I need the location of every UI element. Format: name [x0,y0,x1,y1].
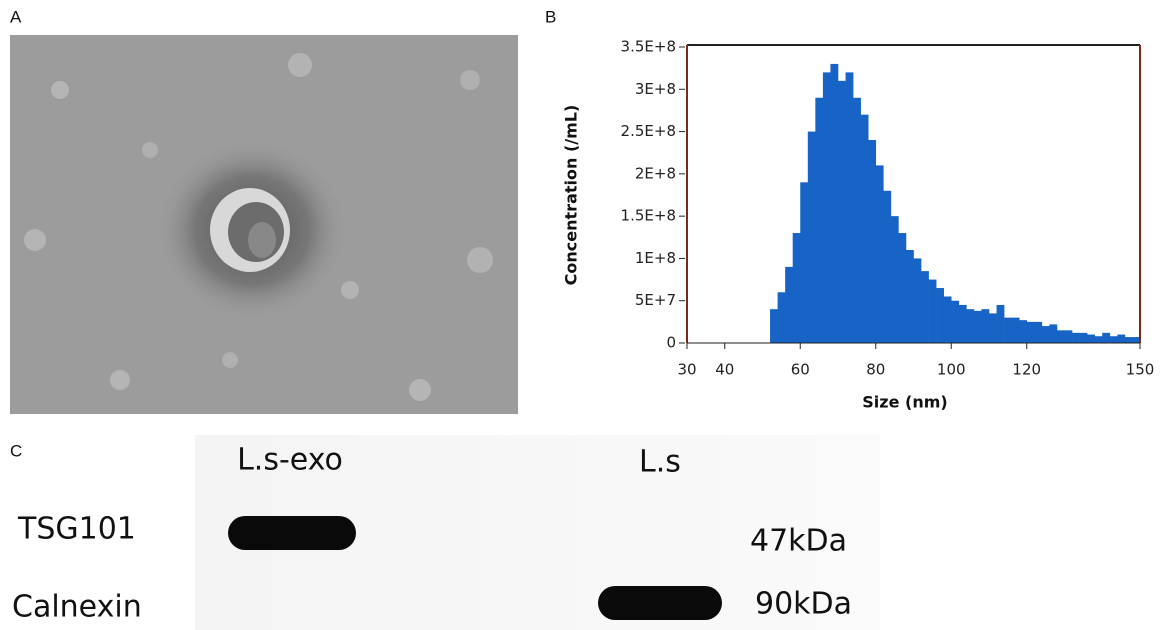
bar [838,81,846,343]
bar [1125,337,1133,343]
bar [785,267,793,343]
bar [1019,320,1027,343]
bar [770,309,778,343]
y-tick-label: 5E+7 [635,291,676,309]
figure: A B Size (nm) Concentration (/mL) 0 5E+7 1… [0,0,1164,630]
bar [997,305,1005,343]
panel-label: B [545,7,556,26]
bar [800,182,808,343]
row-label: Calnexin [12,590,142,625]
bar [1012,318,1020,343]
bar [1095,336,1103,343]
bar [815,98,823,343]
bar [914,258,922,343]
bar [868,140,876,343]
bar [981,309,989,343]
bar [898,233,906,343]
bar [1110,336,1118,343]
bar [1027,322,1035,343]
x-tick-label: 150 [1126,361,1155,379]
y-tick-label: 1E+8 [635,249,676,267]
bar [906,250,914,343]
lane-label: L.s-exo [237,443,343,478]
plot: 0 5E+7 1E+8 1.5E+8 2E+8 2.5E+8 3E+8 3.5E+8 30 40 6… [621,38,1155,379]
size-label: 47kDa [750,524,847,559]
y-tick-label: 3.5E+8 [621,38,676,56]
x-tick-label: 120 [1012,361,1041,379]
x-tick-label: 60 [791,361,810,379]
bar [936,288,944,343]
bar [974,311,982,343]
bar [876,165,884,343]
bar [1065,330,1073,343]
bar [1117,335,1125,343]
row-label: TSG101 [17,512,136,547]
bar [793,233,801,343]
bar [1034,322,1042,343]
bar [1049,324,1057,343]
bar [853,98,861,343]
bar [1057,330,1065,343]
size-label: 90kDa [755,587,852,622]
bar [959,305,967,343]
y-tick-label: 2.5E+8 [621,122,676,140]
y-tick-label: 2E+8 [635,164,676,182]
panel-label: A [10,7,22,26]
bar [823,72,831,343]
y-axis-title: Concentration (/mL) [562,105,581,286]
band [228,516,356,550]
bar [1042,326,1050,343]
bar [921,271,929,343]
micrograph [10,35,518,414]
x-tick-label: 40 [715,361,734,379]
panel-label: C [10,441,22,460]
bar [1072,333,1080,343]
x-tick-label: 30 [677,361,696,379]
band [598,586,722,620]
bar [861,115,869,343]
lane-label: L.s [639,445,681,480]
bar [891,216,899,343]
x-tick-label: 100 [937,361,966,379]
bar [830,64,838,343]
bar [951,301,959,343]
x-tick-label: 80 [866,361,885,379]
bar [883,191,891,343]
bar [944,296,952,343]
y-tick-label: 3E+8 [635,80,676,98]
bar [1004,318,1012,343]
bar [1102,333,1110,343]
bar [846,72,854,343]
bar [808,132,816,343]
y-tick-label: 0 [666,334,676,352]
bar [1080,333,1088,343]
bar [966,309,974,343]
x-axis-title: Size (nm) [862,393,947,412]
bar [1087,335,1095,343]
bar [929,280,937,343]
y-tick-label: 1.5E+8 [621,207,676,225]
bar [778,292,786,343]
bar [989,313,997,343]
